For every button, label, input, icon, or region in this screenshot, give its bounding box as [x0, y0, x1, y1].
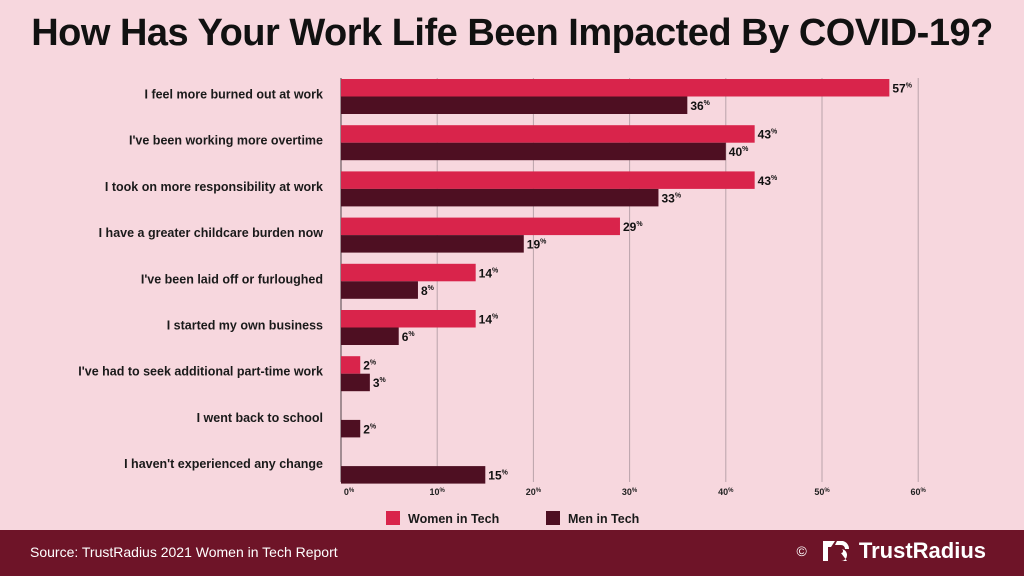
chart-title: How Has Your Work Life Been Impacted By …: [31, 12, 993, 54]
bar-men: [341, 281, 418, 299]
data-label: 57%: [892, 82, 912, 96]
data-label: 33%: [661, 191, 681, 205]
legend-label: Men in Tech: [568, 512, 639, 526]
bar-men: [341, 96, 688, 114]
data-label: 43%: [758, 174, 778, 188]
bar-men: [341, 419, 361, 438]
data-label: 15%: [488, 469, 508, 483]
bar-men: [341, 188, 659, 207]
bar-women: [341, 79, 890, 97]
legend-swatch: [386, 511, 400, 525]
x-tick-label: 60%: [911, 487, 927, 497]
bar-men: [341, 373, 370, 392]
category-label: I went back to school: [197, 411, 323, 425]
bar-men: [341, 235, 524, 253]
x-tick-label: 10%: [430, 487, 446, 497]
category-label: I started my own business: [167, 319, 323, 333]
bar-women: [341, 310, 476, 328]
bar-men: [341, 142, 726, 161]
data-label: 2%: [363, 422, 377, 436]
data-label: 14%: [479, 313, 499, 327]
source-note: Source: TrustRadius 2021 Women in Tech R…: [30, 544, 338, 560]
data-label: 43%: [758, 128, 778, 142]
category-label: I've been laid off or furloughed: [141, 272, 323, 286]
trustradius-logo-icon: [822, 541, 849, 561]
category-label: I have a greater childcare burden now: [99, 226, 324, 240]
data-label: 40%: [729, 145, 749, 159]
bar-women: [341, 171, 755, 189]
x-tick-label: 50%: [814, 487, 830, 497]
bar-women: [341, 217, 620, 236]
data-label: 36%: [690, 99, 710, 113]
bar-men: [341, 466, 486, 484]
brand: © TrustRadius: [797, 538, 986, 564]
category-label: I haven't experienced any change: [124, 457, 323, 471]
data-label: 19%: [527, 238, 547, 252]
category-label: I've had to seek additional part-time wo…: [78, 365, 323, 379]
data-label: 3%: [373, 376, 387, 390]
data-label: 2%: [363, 359, 377, 373]
bar-chart: 0% 10% 20% 30% 40% 50% 60% I feel more burned o…: [78, 78, 927, 526]
legend-label: Women in Tech: [408, 512, 499, 526]
x-tick-label: 40%: [718, 487, 734, 497]
category-label: I feel more burned out at work: [145, 88, 324, 102]
legend-swatch: [546, 511, 560, 525]
x-tick-label: 0%: [344, 487, 355, 497]
category-label: I took on more responsibility at work: [105, 180, 323, 194]
data-label: 6%: [402, 330, 416, 344]
bar-women: [341, 125, 755, 143]
bar-women: [341, 263, 476, 282]
data-label: 8%: [421, 284, 435, 298]
data-label: 14%: [479, 266, 499, 280]
bar-men: [341, 327, 399, 345]
category-label: I've been working more overtime: [129, 134, 323, 148]
x-tick-label: 30%: [622, 487, 638, 497]
footer-bar: Source: TrustRadius 2021 Women in Tech R…: [0, 530, 1024, 576]
brand-name: TrustRadius: [858, 538, 986, 563]
data-label: 29%: [623, 220, 643, 234]
bar-women: [341, 356, 361, 374]
copyright-symbol: ©: [796, 543, 807, 559]
x-tick-label: 20%: [526, 487, 542, 497]
